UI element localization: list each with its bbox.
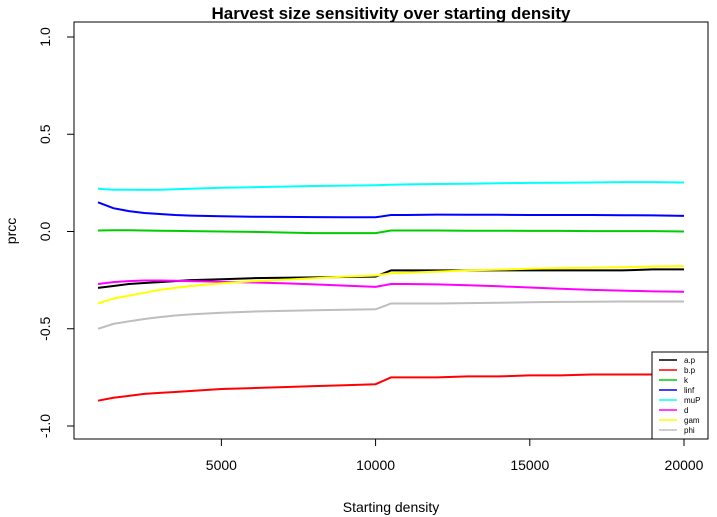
series-line-gam (97, 265, 685, 305)
series-line-d (97, 279, 685, 293)
legend-label: k (684, 376, 689, 385)
legend-label: phi (684, 426, 695, 435)
series-lines (97, 181, 685, 402)
legend-label: linf (684, 386, 695, 395)
legend-label: gam (684, 416, 700, 425)
legend-label: a.p (684, 356, 696, 365)
series-line-a.p (97, 268, 684, 289)
y-tick-label: 1.0 (37, 27, 53, 47)
x-tick-label: 15000 (510, 457, 549, 473)
x-tick-label: 5000 (206, 457, 237, 473)
legend-label: d (684, 406, 688, 415)
x-tick-label: 20000 (665, 457, 704, 473)
y-axis-label: prcc (3, 218, 19, 244)
y-tick-label: -1.0 (37, 414, 53, 438)
legend-label: b.p (684, 366, 696, 375)
legend-box (651, 351, 709, 440)
series-line-muP (97, 181, 685, 191)
x-axis-label: Starting density (343, 499, 440, 515)
y-tick-label: -0.5 (37, 316, 53, 340)
y-axis: -1.0 -0.5 0.0 0.5 1.0 (37, 27, 75, 438)
series-line-b.p (97, 373, 684, 402)
series-line-k (97, 229, 685, 235)
x-tick-label: 10000 (356, 457, 395, 473)
series-line-linf (97, 201, 685, 219)
y-tick-label: 0.5 (37, 124, 53, 144)
y-tick-label: 0.0 (37, 222, 53, 242)
legend-label: muP (684, 396, 700, 405)
x-axis: 5000 10000 15000 20000 (206, 438, 704, 473)
series-line-phi (97, 300, 684, 330)
chart-title: Harvest size sensitivity over starting d… (211, 4, 571, 23)
